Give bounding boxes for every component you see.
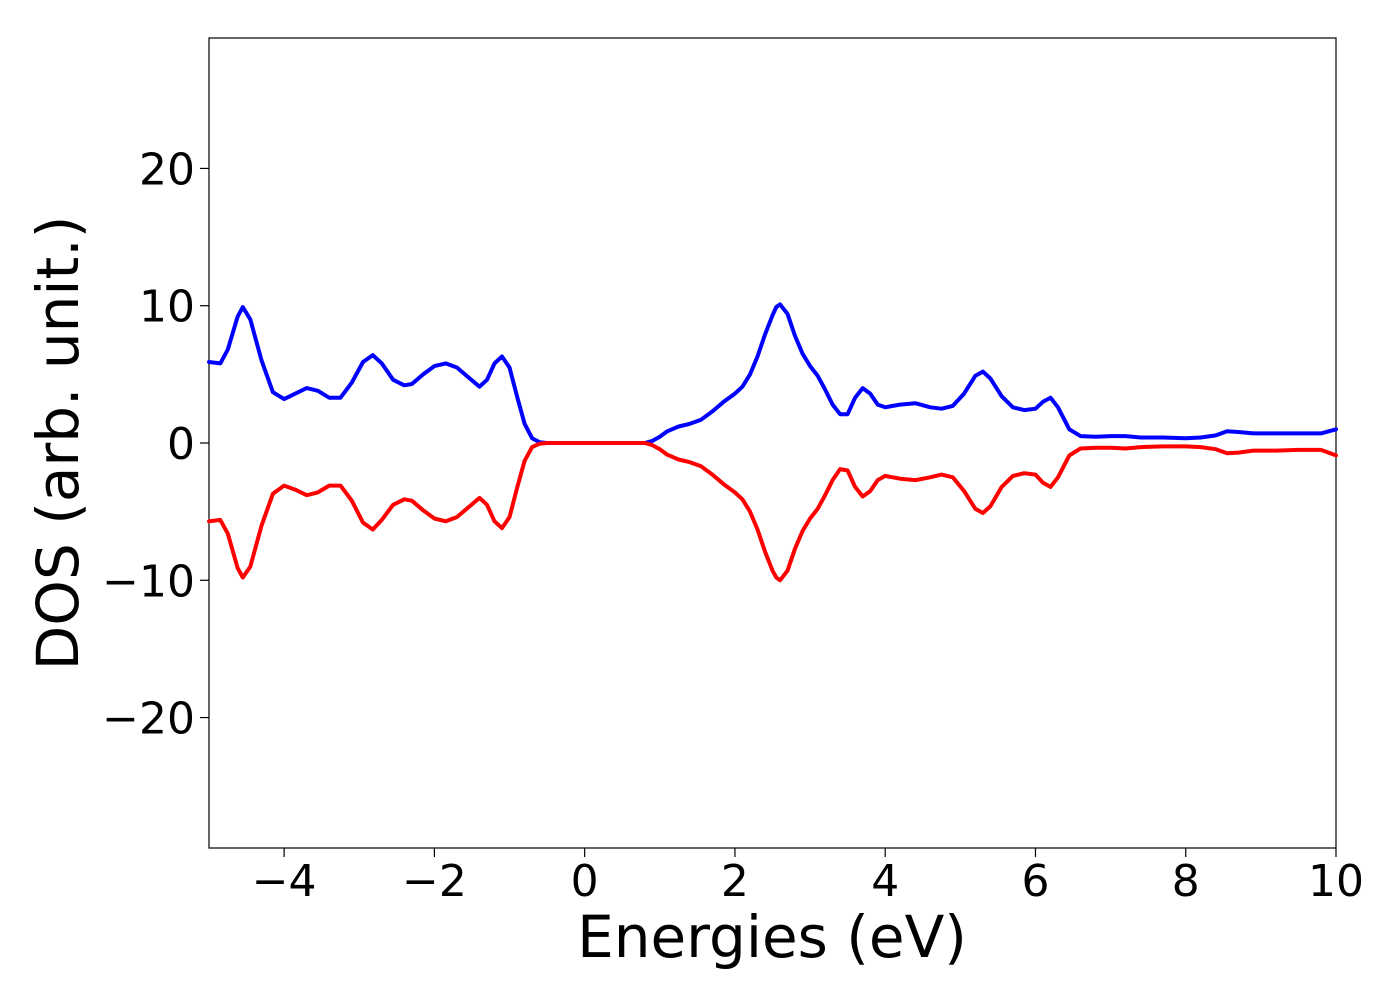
y-tick-label: 10 bbox=[139, 282, 195, 333]
y-tick-label: 0 bbox=[167, 419, 195, 470]
x-tick-label: −4 bbox=[252, 856, 317, 907]
x-tick-label: 6 bbox=[1021, 856, 1049, 907]
x-tick-label: 4 bbox=[871, 856, 899, 907]
y-axis: 20 10 0 −10 −20 bbox=[102, 144, 209, 745]
x-tick-label: 2 bbox=[721, 856, 749, 907]
y-tick-label: 20 bbox=[139, 144, 195, 195]
y-tick-label: −10 bbox=[102, 556, 195, 607]
y-tick-label: −20 bbox=[102, 694, 195, 745]
series-layer bbox=[207, 302, 1338, 583]
x-axis-title: Energies (eV) bbox=[577, 903, 967, 971]
series-line-1 bbox=[207, 302, 1338, 445]
x-tick-label: 0 bbox=[571, 856, 599, 907]
x-tick-label: 10 bbox=[1308, 856, 1364, 907]
x-tick-label: −2 bbox=[402, 856, 467, 907]
series-line-2 bbox=[207, 441, 1338, 583]
x-tick-label: 8 bbox=[1172, 856, 1200, 907]
y-axis-title: DOS (arb. unit.) bbox=[24, 216, 92, 671]
plot-frame bbox=[208, 37, 1337, 849]
x-axis: −4 −2 0 2 4 6 8 10 bbox=[252, 848, 1364, 907]
plot-area bbox=[207, 37, 1338, 849]
